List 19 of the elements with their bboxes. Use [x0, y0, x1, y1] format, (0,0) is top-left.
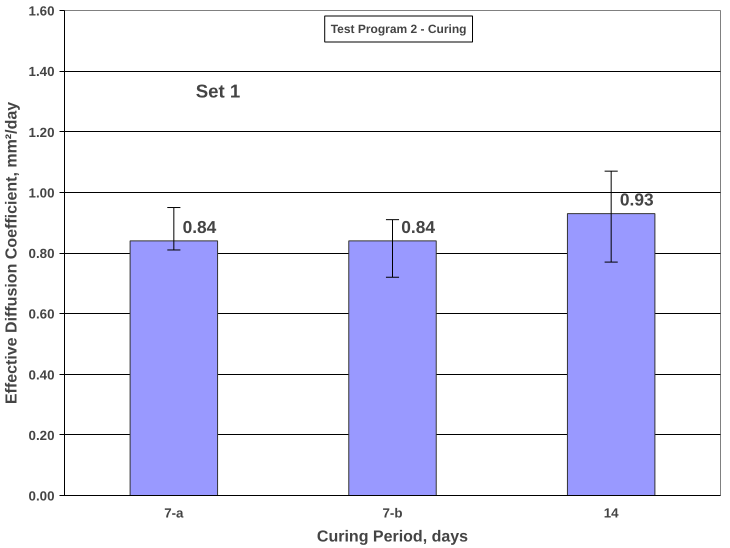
x-axis-title: Curing Period, days — [316, 528, 468, 546]
y-tick-label: 0.80 — [28, 246, 55, 261]
x-tick-label: 14 — [604, 506, 620, 520]
data-label: 0.84 — [401, 216, 436, 237]
y-tick-label: 0.00 — [28, 488, 55, 504]
y-tick-label: 1.20 — [28, 124, 55, 140]
x-tick-label: 7-a — [164, 506, 184, 520]
y-tick-label: 0.20 — [28, 428, 55, 443]
y-axis-title: Effective Diffusion Coefficient, mm²/day — [4, 102, 21, 404]
x-tick-label: 7-b — [382, 506, 403, 520]
y-tick-label: 1.00 — [28, 185, 55, 200]
y-tick-label: 0.60 — [28, 306, 55, 322]
y-tick-label: 1.60 — [28, 4, 55, 18]
annotation: Test Program 2 - Curing — [330, 22, 467, 36]
data-label: 0.93 — [620, 190, 654, 210]
y-tick-label: 0.40 — [28, 367, 55, 382]
data-label: 0.84 — [182, 216, 217, 237]
y-tick-label: 1.40 — [28, 64, 55, 80]
annotation: Set 1 — [196, 80, 240, 102]
